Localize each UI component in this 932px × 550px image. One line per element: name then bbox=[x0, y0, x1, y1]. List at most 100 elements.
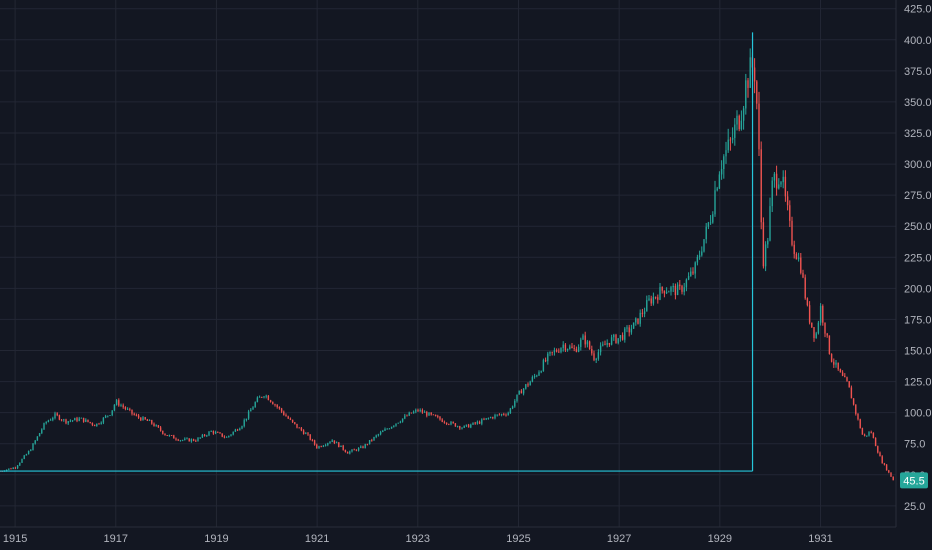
candle bbox=[476, 420, 479, 425]
candle bbox=[397, 422, 399, 424]
candle bbox=[129, 407, 131, 412]
candle bbox=[217, 431, 219, 433]
candle-body bbox=[604, 344, 606, 346]
candle-body bbox=[470, 424, 472, 428]
candle bbox=[485, 418, 487, 421]
candle bbox=[221, 433, 223, 438]
y-tick-label: 400.0 bbox=[904, 35, 932, 47]
candle-body bbox=[210, 431, 212, 432]
candle-body bbox=[353, 449, 355, 451]
candle-body bbox=[8, 468, 10, 470]
candle-body bbox=[406, 415, 408, 417]
candle-body bbox=[142, 417, 144, 421]
candle-body bbox=[54, 413, 56, 419]
candle-body bbox=[280, 408, 283, 412]
candle-body bbox=[822, 305, 824, 323]
candle-body bbox=[102, 417, 105, 423]
candle-body bbox=[364, 444, 366, 449]
candle-body bbox=[518, 390, 520, 395]
candle bbox=[434, 414, 437, 417]
candle-body bbox=[467, 424, 470, 428]
candle-body bbox=[250, 409, 252, 412]
candle-body bbox=[472, 422, 474, 425]
candle bbox=[738, 114, 740, 132]
y-tick-label: 225.0 bbox=[904, 252, 932, 264]
candle bbox=[423, 410, 426, 413]
candle-body bbox=[76, 418, 78, 421]
candle bbox=[630, 324, 633, 335]
candle bbox=[230, 434, 232, 437]
candle bbox=[192, 438, 195, 442]
candle bbox=[467, 423, 470, 428]
candle-body bbox=[355, 449, 358, 451]
candle bbox=[412, 410, 415, 414]
candle bbox=[245, 418, 248, 422]
candle-body bbox=[69, 420, 72, 422]
candle bbox=[236, 428, 239, 432]
candle bbox=[12, 467, 14, 470]
time-axis[interactable]: 1915 1917 1919 1921 1923 1925 1927 1929 1931 bbox=[3, 533, 833, 545]
candle bbox=[483, 417, 485, 421]
candle-body bbox=[184, 438, 186, 441]
candle bbox=[641, 308, 644, 318]
candle bbox=[212, 430, 215, 435]
candle bbox=[450, 421, 452, 426]
candle-body bbox=[775, 173, 778, 189]
candle bbox=[82, 417, 85, 423]
candle bbox=[34, 439, 36, 445]
candle bbox=[597, 349, 600, 361]
candle-body bbox=[659, 287, 661, 300]
candle-body bbox=[311, 439, 314, 441]
candle-body bbox=[738, 115, 740, 130]
candle bbox=[747, 78, 749, 98]
candle bbox=[571, 342, 573, 349]
candle bbox=[199, 437, 201, 440]
candle-body bbox=[452, 421, 454, 424]
candle-body bbox=[285, 414, 287, 417]
candle-body bbox=[527, 384, 529, 386]
candle bbox=[837, 362, 839, 371]
candle bbox=[648, 294, 650, 302]
candle-body bbox=[384, 428, 386, 431]
candle-body bbox=[483, 419, 485, 421]
candle bbox=[142, 416, 144, 421]
candle bbox=[481, 418, 483, 426]
candle bbox=[195, 439, 197, 443]
candle-body bbox=[588, 341, 591, 349]
candle bbox=[507, 411, 509, 416]
price-axis[interactable]: 25.050.075.0100.0125.0150.0175.0200.0225… bbox=[904, 4, 932, 513]
candle-body bbox=[742, 108, 745, 121]
candle-body bbox=[327, 443, 329, 445]
candle-body bbox=[547, 353, 549, 362]
candle-body bbox=[883, 463, 886, 465]
candle-body bbox=[412, 411, 415, 414]
candle bbox=[577, 344, 580, 353]
candle bbox=[432, 414, 435, 416]
candle-body bbox=[740, 120, 743, 130]
candle bbox=[291, 419, 294, 423]
candle-body bbox=[456, 426, 459, 427]
candle-body bbox=[96, 423, 98, 427]
candle-body bbox=[694, 262, 696, 274]
candle bbox=[203, 434, 206, 437]
candle bbox=[137, 413, 140, 419]
candle-body bbox=[441, 419, 443, 422]
candle bbox=[131, 409, 133, 416]
candle bbox=[162, 430, 164, 435]
candle bbox=[463, 425, 465, 428]
last-price-badge-label: 45.5 bbox=[903, 475, 924, 487]
y-tick-label: 200.0 bbox=[904, 283, 932, 295]
candle bbox=[164, 433, 166, 436]
candle-series bbox=[0, 48, 894, 481]
candle bbox=[566, 348, 569, 352]
candle bbox=[186, 437, 188, 440]
candle-body bbox=[531, 376, 534, 382]
candle bbox=[780, 180, 782, 188]
candle-body bbox=[49, 419, 52, 421]
candle-body bbox=[153, 423, 155, 427]
candle-body bbox=[566, 349, 569, 351]
candle-body bbox=[868, 432, 870, 436]
candle bbox=[562, 341, 564, 352]
